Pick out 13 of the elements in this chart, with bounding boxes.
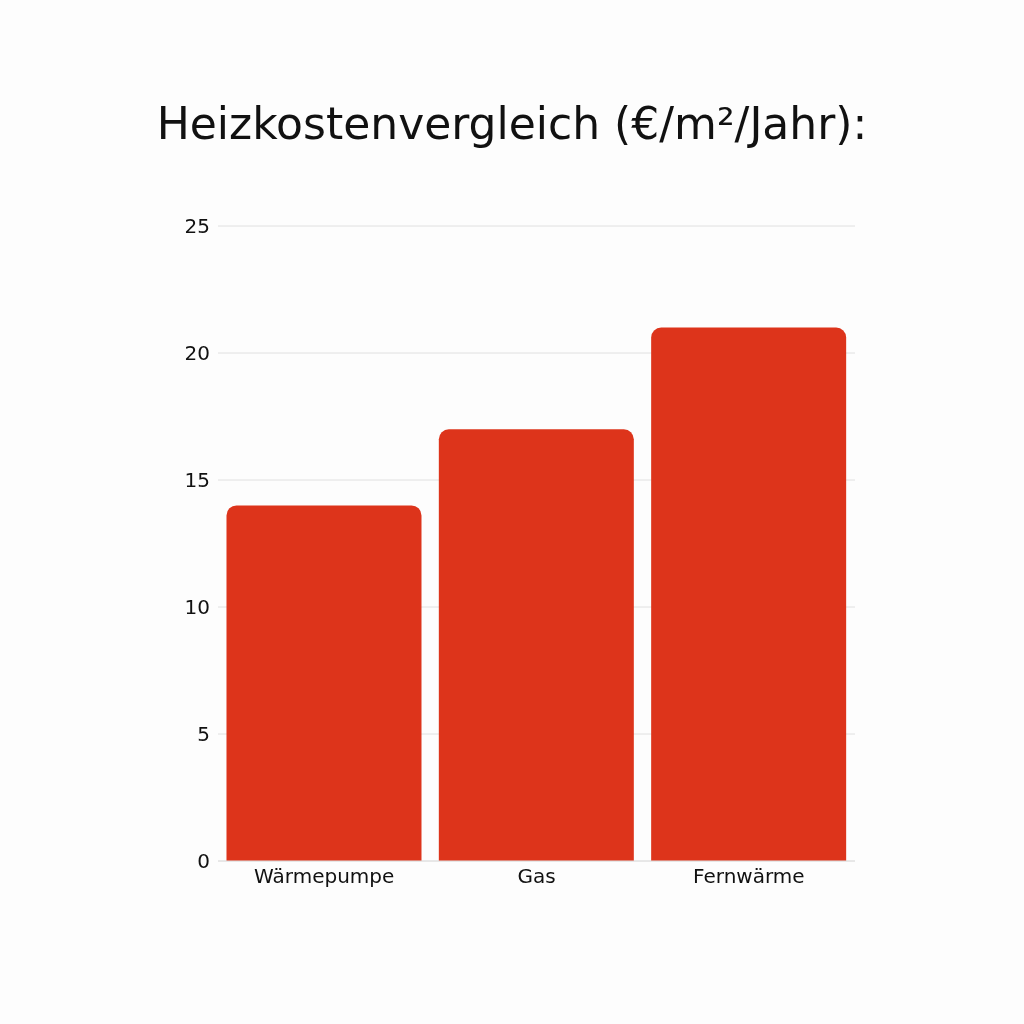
y-tick-label: 5 <box>197 722 210 747</box>
y-tick-label: 15 <box>184 468 210 493</box>
x-tick-label: Wärmepumpe <box>254 864 395 889</box>
y-tick-label: 20 <box>184 341 210 366</box>
y-tick-label: 25 <box>184 214 210 239</box>
x-tick-label: Gas <box>517 864 556 889</box>
x-tick-label: Fernwärme <box>693 864 805 889</box>
bar <box>438 429 634 861</box>
y-tick-label: 0 <box>197 849 210 874</box>
bar <box>226 505 422 861</box>
bar <box>651 327 847 861</box>
chart-title: Heizkostenvergleich (€/m²/Jahr): <box>155 98 869 149</box>
y-tick-label: 10 <box>184 595 210 620</box>
